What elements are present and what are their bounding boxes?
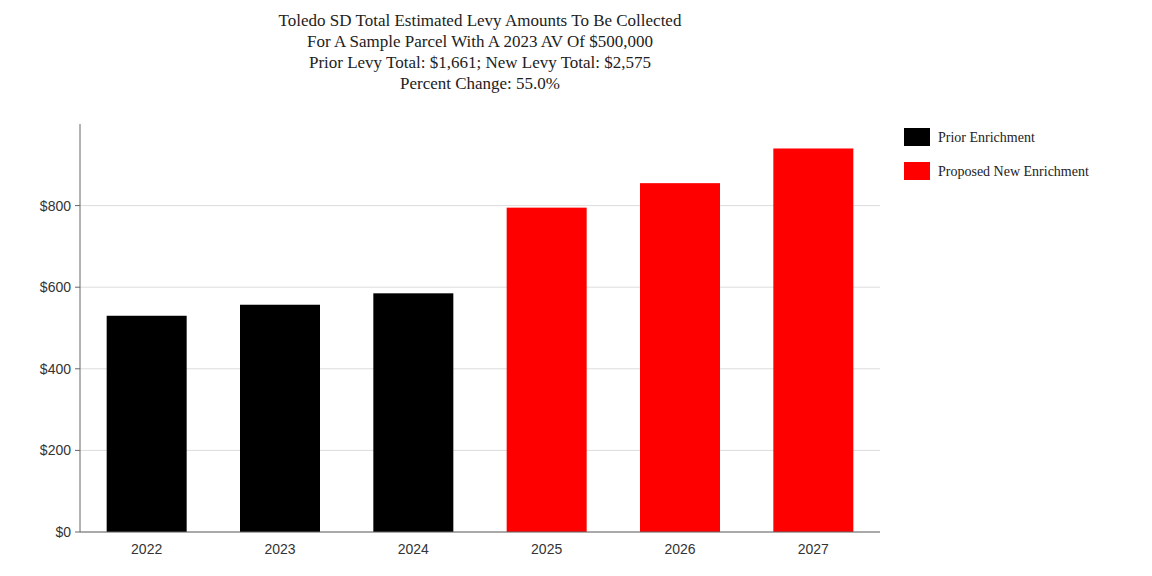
title-line: Percent Change: 55.0% — [400, 74, 560, 93]
grid-line — [80, 368, 880, 369]
grid-line — [80, 532, 880, 533]
x-tick-label: 2024 — [398, 541, 429, 557]
grid-line — [80, 287, 880, 288]
legend-label: Proposed New Enrichment — [938, 164, 1089, 179]
title-line: Prior Levy Total: $1,661; New Levy Total… — [309, 53, 651, 72]
grid-line — [80, 450, 880, 451]
y-tick-label: $600 — [40, 279, 71, 295]
y-tick-label: $400 — [40, 361, 71, 377]
chart-svg: Toledo SD Total Estimated Levy Amounts T… — [0, 0, 1152, 576]
bar — [640, 183, 720, 532]
bar — [773, 148, 853, 532]
legend-label: Prior Enrichment — [938, 130, 1035, 145]
legend: Prior Enrichment Proposed New Enrichment — [904, 128, 1089, 180]
bar — [240, 305, 320, 532]
legend-swatch — [904, 128, 930, 146]
y-tick — [75, 287, 80, 288]
title-line: Toledo SD Total Estimated Levy Amounts T… — [279, 11, 682, 30]
x-tick-label: 2022 — [131, 541, 162, 557]
y-tick — [75, 532, 80, 533]
title-line: For A Sample Parcel With A 2023 AV Of $5… — [307, 32, 653, 51]
y-axis-line — [80, 124, 81, 532]
y-tick — [75, 205, 80, 206]
x-tick-label: 2026 — [664, 541, 695, 557]
y-tick — [75, 368, 80, 369]
legend-swatch — [904, 162, 930, 180]
chart-title: Toledo SD Total Estimated Levy Amounts T… — [279, 11, 682, 93]
x-tick-label: 2027 — [798, 541, 829, 557]
y-tick-label: $200 — [40, 442, 71, 458]
chart-container: Toledo SD Total Estimated Levy Amounts T… — [0, 0, 1152, 576]
x-tick-label: 2025 — [531, 541, 562, 557]
bar — [373, 293, 453, 532]
grid — [80, 206, 880, 532]
y-tick — [75, 450, 80, 451]
bar — [107, 316, 187, 532]
bar — [507, 208, 587, 532]
x-tick-label: 2023 — [264, 541, 295, 557]
bars — [107, 148, 854, 532]
x-axis-line — [80, 532, 880, 533]
grid-line — [80, 205, 880, 206]
y-tick-label: $800 — [40, 198, 71, 214]
y-tick-label: $0 — [55, 524, 71, 540]
